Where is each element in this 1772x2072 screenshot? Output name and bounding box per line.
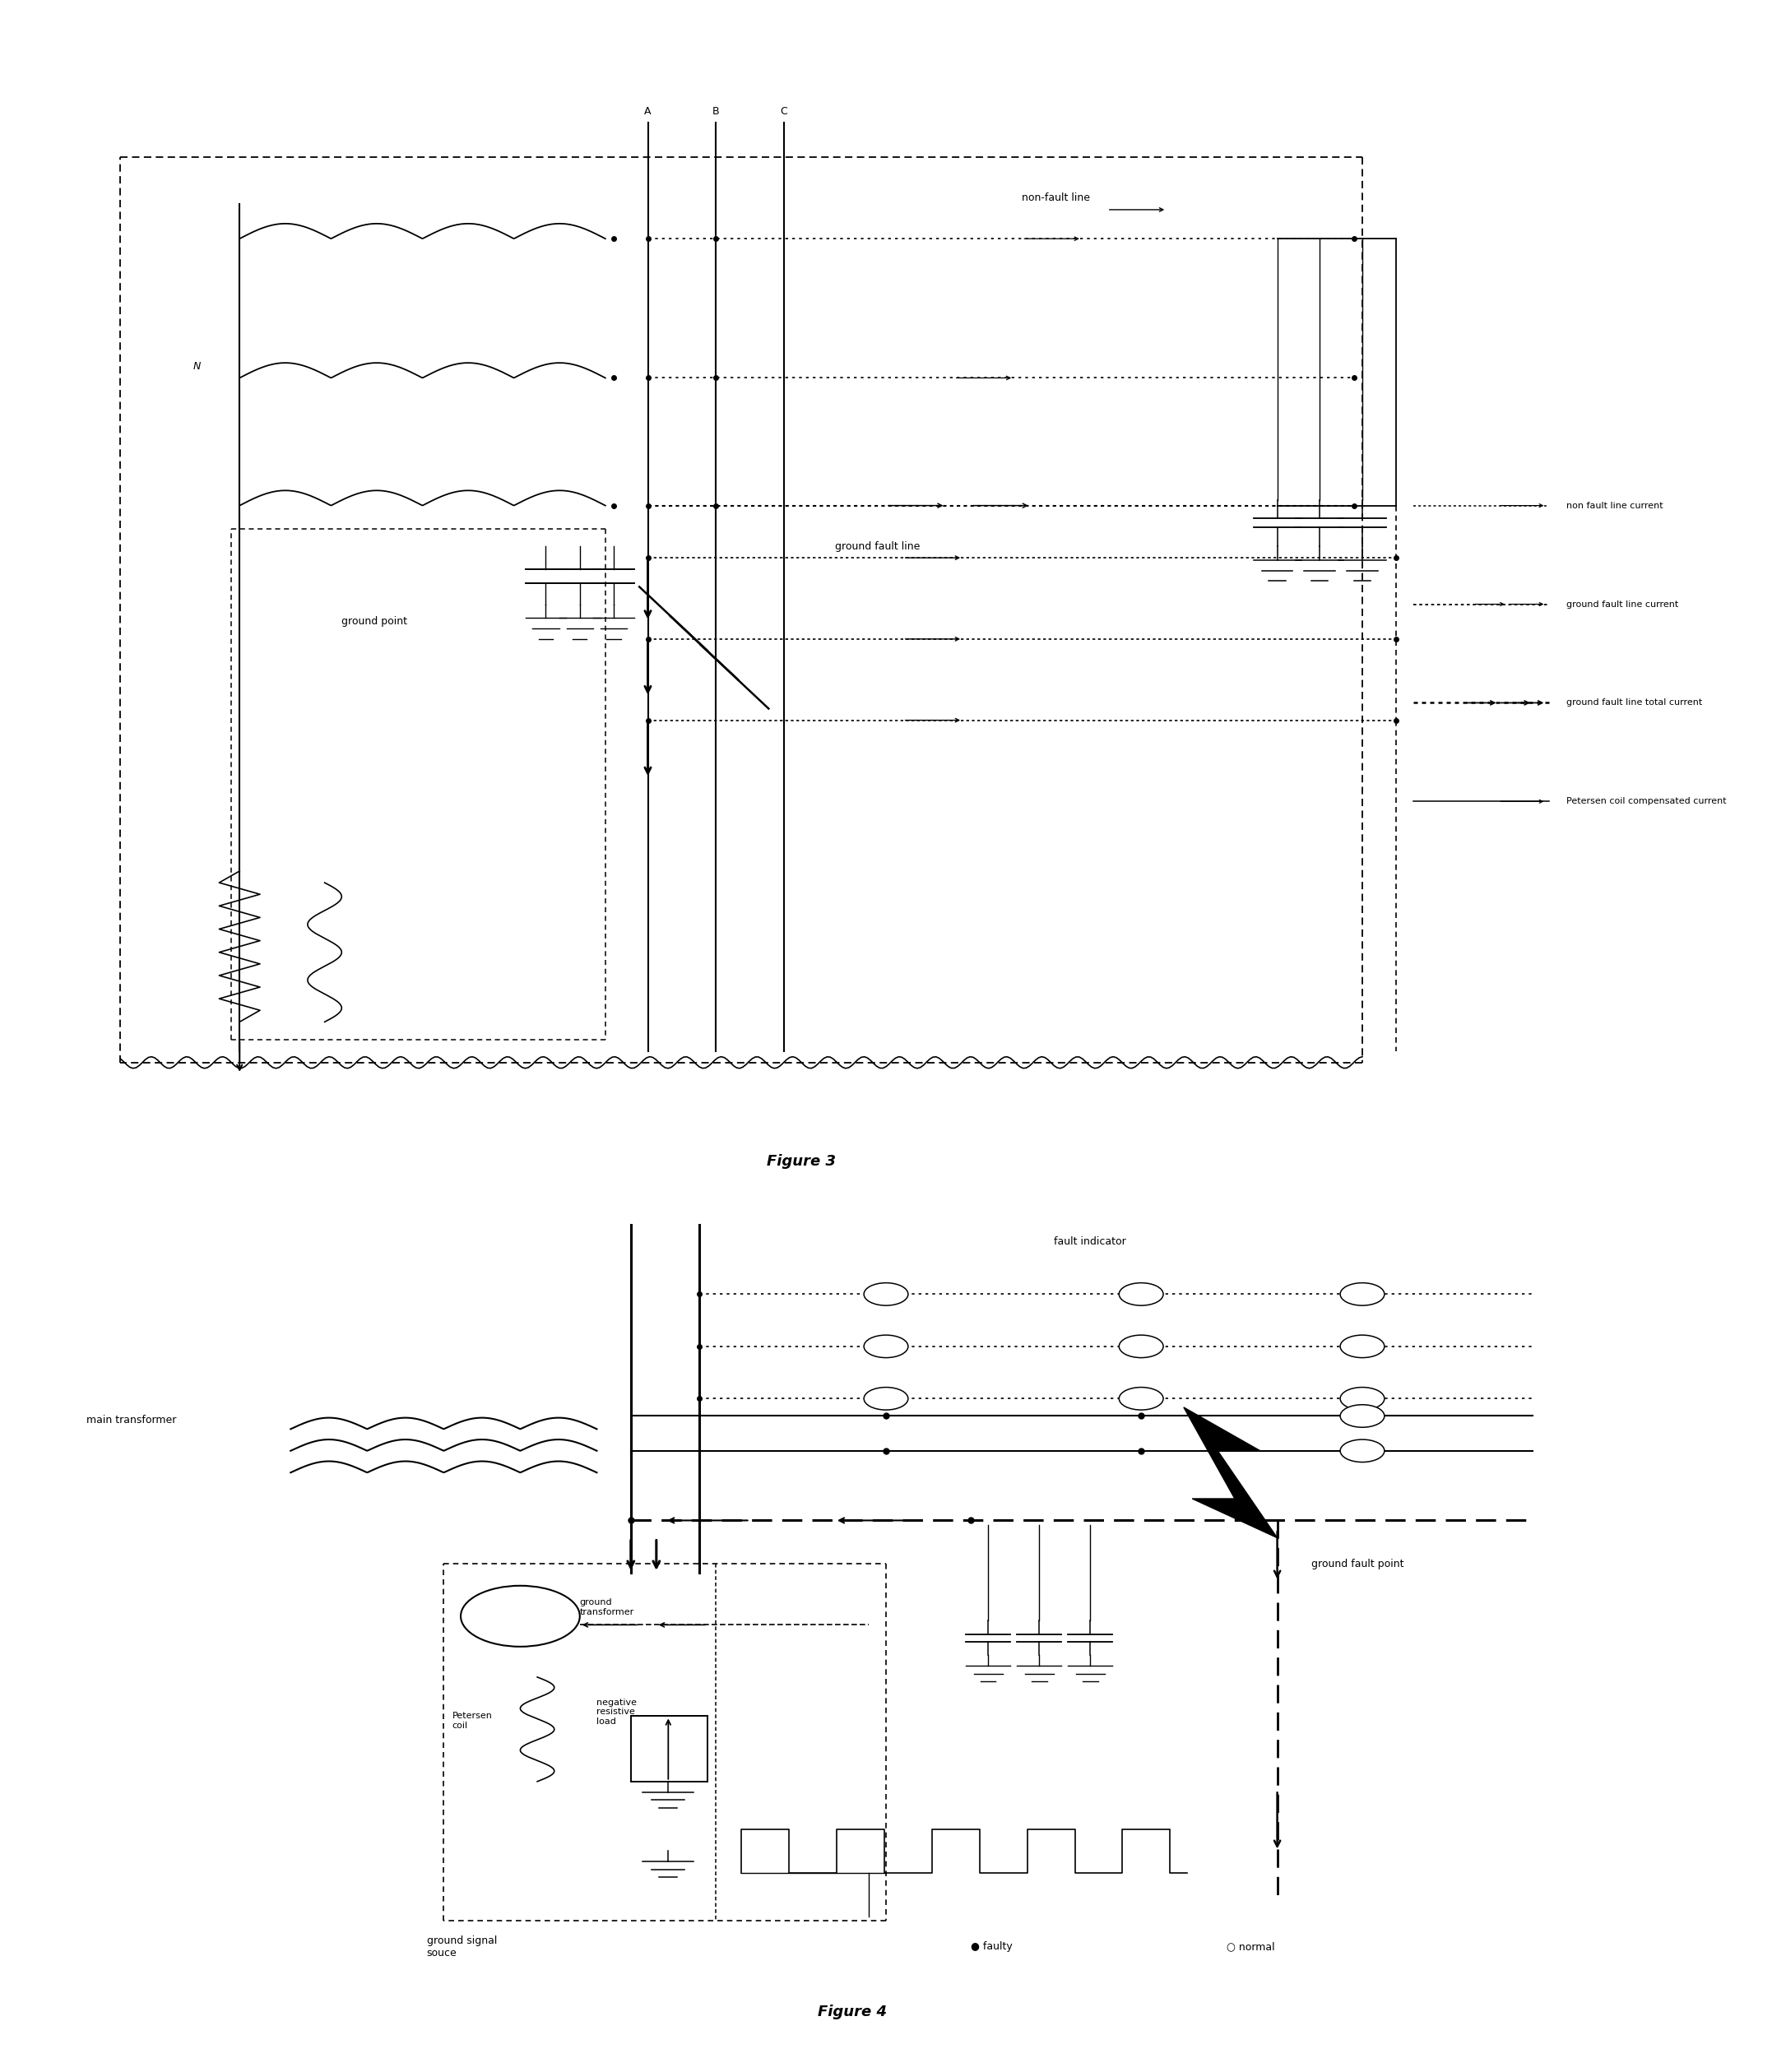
Circle shape — [1340, 1405, 1384, 1428]
Text: Figure 4: Figure 4 — [817, 2006, 886, 2020]
Text: Petersen
coil: Petersen coil — [452, 1711, 493, 1730]
Text: ground
transformer: ground transformer — [579, 1600, 634, 1616]
Circle shape — [1340, 1440, 1384, 1463]
Text: fault indicator: fault indicator — [1054, 1237, 1127, 1247]
Text: negative
resistive
load: negative resistive load — [597, 1699, 638, 1726]
Circle shape — [865, 1388, 907, 1409]
Text: ground fault point: ground fault point — [1311, 1558, 1403, 1569]
Circle shape — [1120, 1334, 1162, 1357]
Circle shape — [1340, 1334, 1384, 1357]
Text: ground fault line total current: ground fault line total current — [1566, 698, 1703, 707]
Circle shape — [865, 1283, 907, 1305]
Circle shape — [461, 1585, 579, 1647]
Text: ground fault line current: ground fault line current — [1566, 601, 1678, 609]
Circle shape — [1120, 1388, 1162, 1409]
Text: A: A — [645, 106, 652, 116]
Text: non fault line current: non fault line current — [1566, 501, 1664, 510]
Circle shape — [1120, 1283, 1162, 1305]
Text: ground fault line: ground fault line — [835, 541, 920, 551]
Text: Figure 3: Figure 3 — [767, 1154, 835, 1169]
Text: ○ normal: ○ normal — [1226, 1941, 1274, 1952]
Polygon shape — [1184, 1407, 1278, 1537]
Text: ● faulty: ● faulty — [971, 1941, 1014, 1952]
Text: non-fault line: non-fault line — [1022, 193, 1090, 203]
Circle shape — [1340, 1283, 1384, 1305]
Circle shape — [865, 1334, 907, 1357]
Text: C: C — [780, 106, 787, 116]
Circle shape — [1340, 1388, 1384, 1409]
Text: Petersen coil compensated current: Petersen coil compensated current — [1566, 798, 1726, 806]
Text: N: N — [193, 361, 200, 371]
Text: main transformer: main transformer — [87, 1415, 177, 1426]
Text: ground point: ground point — [342, 615, 408, 628]
Text: ground signal
souce: ground signal souce — [427, 1935, 496, 1958]
FancyBboxPatch shape — [631, 1716, 707, 1782]
Text: B: B — [712, 106, 719, 116]
